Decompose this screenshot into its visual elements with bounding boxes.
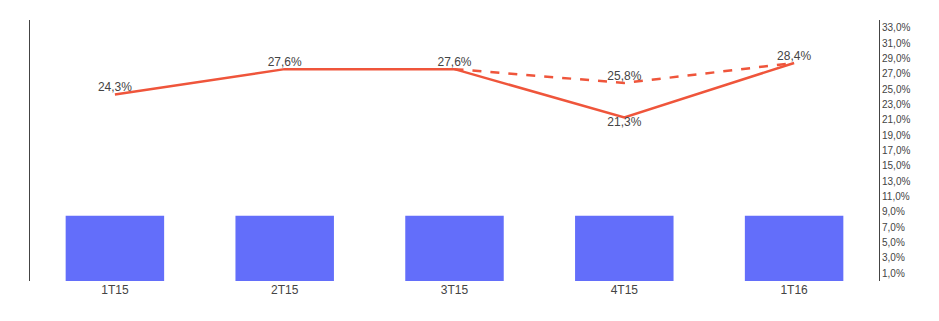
svg-text:24,3%: 24,3% [98, 80, 132, 94]
svg-text:3T15: 3T15 [441, 283, 469, 297]
svg-text:25,0%: 25,0% [882, 84, 910, 95]
svg-text:11,0%: 11,0% [882, 191, 910, 202]
svg-text:2T15: 2T15 [271, 283, 299, 297]
svg-text:13,0%: 13,0% [882, 176, 910, 187]
svg-text:1,0%: 1,0% [882, 268, 905, 279]
svg-text:9,0%: 9,0% [882, 206, 905, 217]
svg-text:1T16: 1T16 [780, 283, 808, 297]
svg-text:7,0%: 7,0% [882, 222, 905, 233]
svg-text:25,8%: 25,8% [607, 69, 641, 83]
svg-text:1T15: 1T15 [101, 283, 129, 297]
svg-text:21,0%: 21,0% [882, 114, 910, 125]
svg-text:27,6%: 27,6% [437, 55, 471, 69]
svg-text:3,0%: 3,0% [882, 252, 905, 263]
svg-text:15,0%: 15,0% [882, 160, 910, 171]
svg-text:4T15: 4T15 [611, 283, 639, 297]
svg-text:29,0%: 29,0% [882, 53, 910, 64]
svg-text:17,0%: 17,0% [882, 145, 910, 156]
svg-text:27,0%: 27,0% [882, 68, 910, 79]
svg-text:5,0%: 5,0% [882, 237, 905, 248]
svg-text:31,0%: 31,0% [882, 38, 910, 49]
svg-text:28,4%: 28,4% [777, 49, 811, 63]
svg-text:27,6%: 27,6% [268, 55, 302, 69]
svg-text:33,0%: 33,0% [882, 22, 910, 33]
svg-text:21,3%: 21,3% [607, 115, 641, 129]
svg-text:19,0%: 19,0% [882, 130, 910, 141]
svg-text:23,0%: 23,0% [882, 99, 910, 110]
